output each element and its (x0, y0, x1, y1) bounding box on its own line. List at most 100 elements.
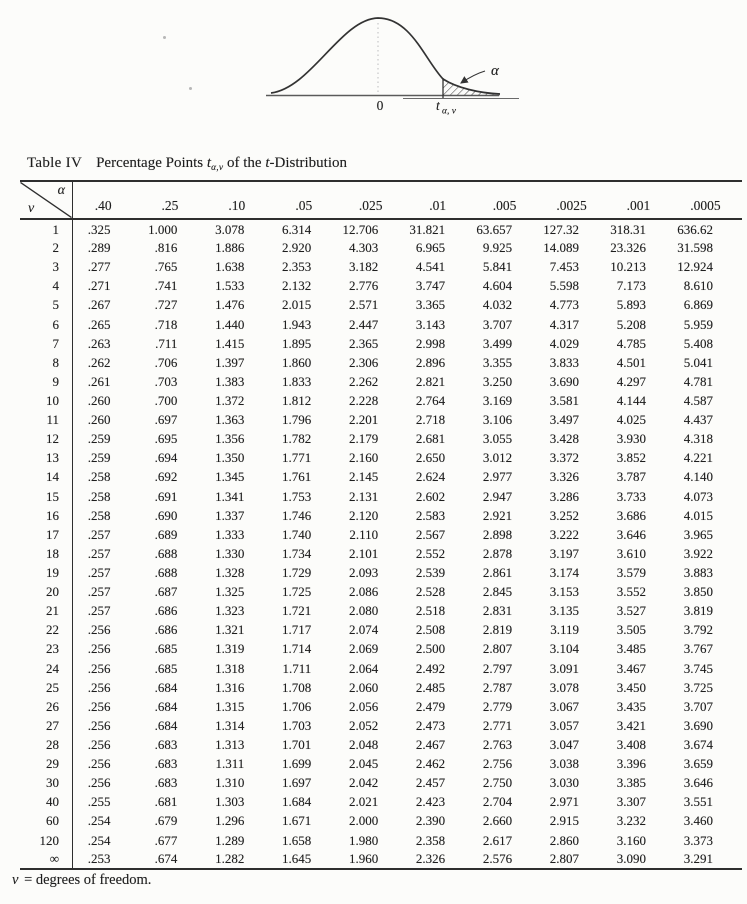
cell-value: 2.567 (415, 526, 446, 542)
df-value: 18 (20, 543, 73, 563)
table-row: 17 .257 .689 1.333 1.740 2.110 2.567 2.898 3.222… (20, 524, 742, 544)
cell-value: 31.598 (677, 240, 713, 256)
cell-value: 2.704 (482, 794, 513, 810)
cell-value: .688 (154, 545, 178, 561)
cell-value: 318.31 (610, 221, 646, 237)
df-value: 10 (20, 390, 73, 411)
cell-value: 1.753 (282, 488, 312, 504)
cell-value: .685 (154, 660, 178, 676)
cell-value: 2.457 (415, 775, 446, 791)
cell-value: 2.571 (348, 297, 379, 313)
cell-value: 1.671 (282, 813, 312, 829)
cell-value: 2.201 (348, 412, 379, 428)
cell-value: 2.015 (282, 297, 312, 313)
cell-value: 2.093 (348, 565, 379, 581)
table-number: Table IV (27, 155, 83, 171)
cell-value: 3.505 (616, 622, 646, 638)
cell-value: 3.767 (683, 641, 713, 657)
cell-value: 1.314 (215, 717, 245, 733)
cell-value: 2.423 (415, 794, 446, 810)
cell-value: 3.078 (549, 679, 579, 695)
cell-value: .691 (154, 488, 178, 504)
title-subscript: α,ν (211, 163, 224, 173)
cell-value: 1.440 (215, 316, 245, 332)
cell-value: .265 (87, 316, 111, 332)
cell-value: .256 (87, 717, 111, 733)
table-row: 28 .256 .683 1.313 1.701 2.048 2.467 2.763 3.047… (20, 734, 742, 755)
cell-value: .700 (154, 393, 178, 409)
cell-value: 3.581 (549, 393, 579, 409)
cell-value: 1.533 (215, 278, 245, 294)
cell-value: 3.428 (549, 431, 579, 447)
cell-value: 2.797 (482, 660, 513, 676)
cell-value: 3.047 (549, 737, 579, 752)
t-alpha-nu-label: t (436, 98, 441, 113)
alpha-column-symbol: α (57, 183, 65, 198)
cell-value: 1.703 (282, 717, 312, 733)
cell-value: .253 (87, 851, 111, 867)
table-row: 11 .260 .697 1.363 1.796 2.201 2.718 3.106 3.497… (20, 410, 742, 430)
cell-value: 2.145 (348, 469, 379, 485)
cell-value: 1.796 (282, 412, 312, 428)
cell-value: 2.045 (348, 756, 379, 772)
cell-value: 3.153 (549, 584, 579, 600)
cell-value: 2.467 (415, 737, 446, 752)
cell-value: 1.345 (215, 469, 245, 485)
alpha-arrow (460, 70, 486, 84)
table-row: 22 .256 .686 1.321 1.717 2.074 2.508 2.819 3.119… (20, 620, 742, 640)
cell-value: .256 (87, 679, 111, 695)
cell-value: 8.610 (683, 278, 713, 294)
cell-value: 1.701 (282, 737, 312, 752)
scan-speck (163, 36, 166, 39)
cell-value: .695 (154, 431, 178, 447)
df-value: 21 (20, 601, 73, 621)
cell-value: 2.583 (415, 507, 446, 523)
table-row: 23 .256 .685 1.319 1.714 2.069 2.500 2.807 3.104… (20, 639, 742, 659)
cell-value: .677 (154, 832, 178, 848)
cell-value: 1.717 (282, 622, 312, 638)
cell-value: 2.365 (348, 335, 379, 351)
cell-value: .816 (154, 240, 178, 256)
cell-value: 3.104 (549, 641, 579, 657)
cell-value: 2.353 (282, 259, 312, 275)
cell-value: .289 (87, 240, 111, 256)
cell-value: 9.925 (482, 240, 513, 256)
df-value: 27 (20, 715, 73, 735)
cell-value: 3.067 (549, 698, 579, 714)
cell-value: 1.289 (215, 832, 245, 848)
df-value: 6 (20, 314, 73, 334)
nu-row-symbol: ν (28, 201, 35, 216)
cell-value: 4.781 (683, 373, 713, 389)
cell-value: .690 (154, 507, 178, 523)
cell-value: .703 (154, 373, 178, 389)
table-row: 7 .263 .711 1.415 1.895 2.365 2.998 3.499 4.029 4… (20, 333, 742, 353)
df-value: 4 (20, 276, 73, 296)
cell-value: 1.771 (282, 450, 312, 466)
cell-value: 3.143 (415, 316, 446, 332)
cell-value: 2.920 (282, 240, 312, 256)
cell-value: 3.385 (616, 775, 646, 791)
cell-value: 1.318 (215, 660, 245, 676)
column-header: .025 (340, 181, 408, 220)
cell-value: 3.182 (348, 259, 379, 275)
cell-value: .689 (154, 526, 178, 542)
title-t-symbol: t (206, 155, 212, 171)
cell-value: 2.624 (415, 469, 446, 485)
cell-value: 2.179 (348, 431, 379, 447)
cell-value: 3.690 (549, 373, 579, 389)
cell-value: 5.598 (549, 278, 579, 294)
cell-value: 1.296 (215, 813, 245, 829)
cell-value: 3.527 (616, 603, 646, 619)
cell-value: .325 (87, 221, 111, 237)
df-value: 12 (20, 429, 73, 449)
column-header: .25 (139, 181, 207, 220)
cell-value: 3.922 (683, 545, 713, 561)
cell-value: 3.250 (482, 373, 513, 389)
cell-value: 2.576 (482, 851, 513, 867)
cell-value: 1.746 (282, 507, 312, 523)
cell-value: .254 (87, 832, 111, 848)
cell-value: 4.221 (683, 450, 713, 466)
cell-value: 4.029 (549, 335, 579, 351)
cell-value: 63.657 (476, 221, 513, 237)
df-value: 30 (20, 773, 73, 793)
